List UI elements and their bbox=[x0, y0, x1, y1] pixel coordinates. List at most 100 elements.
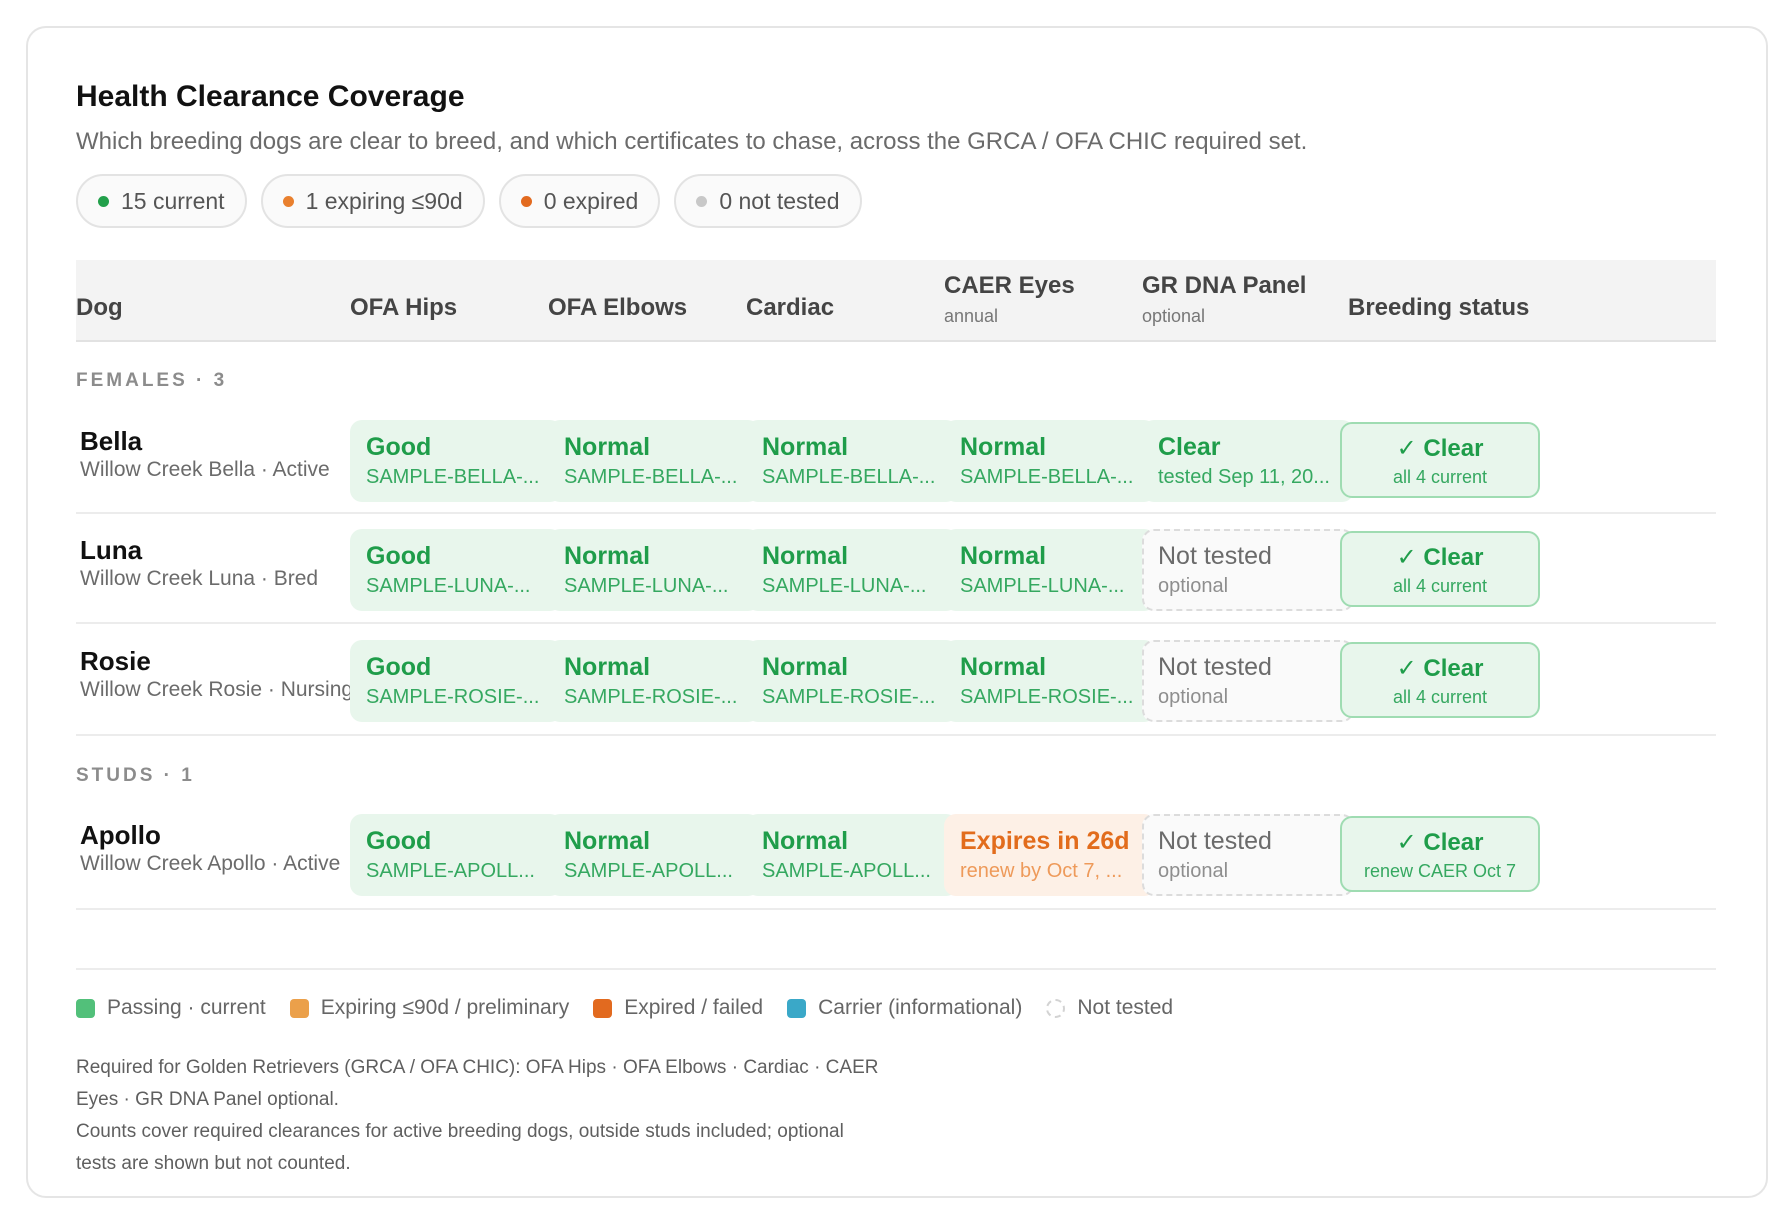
dog-name[interactable]: Apollo bbox=[80, 820, 161, 850]
breeding-status-label: ✓ Clear bbox=[1396, 544, 1484, 571]
clearance-result: Normal bbox=[762, 542, 849, 570]
table-row[interactable]: Bella Willow Creek Bella · Active Good SA… bbox=[76, 420, 1716, 538]
legend-item-expired: Expired / failed bbox=[593, 996, 763, 1020]
table-header: Dog OFA Hips OFA Elbows Cardiac CAER Eye… bbox=[76, 260, 1716, 342]
column-header-dna[interactable]: GR DNA Panel bbox=[1142, 272, 1307, 299]
clearance-result: Not tested bbox=[1158, 653, 1272, 681]
breeding-status-detail: all 4 current bbox=[1392, 576, 1488, 596]
clearance-result: Clear bbox=[1158, 433, 1221, 461]
table-row[interactable]: Apollo Willow Creek Apollo · Active Good… bbox=[76, 814, 1716, 910]
legend-item-expiring: Expiring ≤90d / preliminary bbox=[289, 996, 570, 1020]
clearance-result: Normal bbox=[762, 653, 849, 681]
clearance-renew-date: renew by Oct 7, ... bbox=[960, 860, 1123, 882]
clearance-cert-number: SAMPLE-BELLA-... bbox=[564, 466, 738, 488]
note-line: tests are shown but not counted. bbox=[76, 1153, 351, 1174]
clearance-result: Good bbox=[366, 542, 432, 570]
clearance-cell-eyes[interactable]: Normal SAMPLE-BELLA-... bbox=[944, 420, 1156, 502]
clearance-result: Normal bbox=[564, 653, 651, 681]
clearance-cell-eyes[interactable]: Expires in 26d renew by Oct 7, ... bbox=[944, 814, 1156, 896]
clearance-cell-cardiac[interactable]: Normal SAMPLE-ROSIE-... bbox=[746, 640, 958, 722]
clearance-cell-elbows[interactable]: Normal SAMPLE-BELLA-... bbox=[548, 420, 760, 502]
summary-pill-label: 1 expiring ≤90d bbox=[305, 187, 463, 214]
breeding-status-label: ✓ Clear bbox=[1396, 829, 1484, 856]
summary-pill-expiring[interactable]: 1 expiring ≤90d bbox=[260, 174, 485, 228]
column-header-cardiac[interactable]: Cardiac bbox=[746, 294, 835, 321]
table-row[interactable]: Luna Willow Creek Luna · Bred Good SAMPLE… bbox=[76, 529, 1716, 625]
clearance-cell-hips[interactable]: Good SAMPLE-LUNA-... bbox=[350, 529, 562, 611]
summary-pill-label: 15 current bbox=[121, 187, 225, 214]
summary-pill-expired[interactable]: 0 expired bbox=[498, 174, 661, 228]
clearance-cell-eyes[interactable]: Normal SAMPLE-LUNA-... bbox=[944, 529, 1156, 611]
clearance-cert-number: SAMPLE-BELLA-... bbox=[366, 466, 540, 488]
column-header-dog[interactable]: Dog bbox=[76, 294, 123, 321]
dog-name[interactable]: Luna bbox=[80, 535, 143, 565]
page-subtitle: Which breeding dogs are clear to breed, … bbox=[76, 128, 1308, 155]
clearance-result: Not tested bbox=[1158, 827, 1272, 855]
clearance-result: Normal bbox=[762, 433, 849, 461]
clearance-cell-dna[interactable]: Clear tested Sep 11, 20... bbox=[1142, 420, 1354, 502]
breeding-status-detail: all 4 current bbox=[1392, 687, 1488, 707]
clearance-cell-eyes[interactable]: Normal SAMPLE-ROSIE-... bbox=[944, 640, 1156, 722]
breeding-status-badge[interactable]: ✓ Clear all 4 current bbox=[1340, 531, 1540, 607]
clearance-result: Expires in 26d bbox=[960, 827, 1130, 855]
table-row[interactable]: Rosie Willow Creek Rosie · Nursing Good S… bbox=[76, 640, 1716, 736]
dog-registered-name: Willow Creek Apollo · Active bbox=[80, 852, 341, 875]
summary-pill-not-tested[interactable]: 0 not tested bbox=[674, 174, 862, 228]
legend-item-passing: Passing · current bbox=[76, 996, 266, 1020]
clearance-note: optional bbox=[1158, 686, 1229, 708]
breeding-status-label: ✓ Clear bbox=[1396, 655, 1484, 682]
column-header-status[interactable]: Breeding status bbox=[1348, 294, 1530, 321]
dog-name[interactable]: Rosie bbox=[80, 646, 151, 676]
health-clearance-card: Health Clearance Coverage Which breeding… bbox=[26, 26, 1768, 1198]
clearance-result: Normal bbox=[762, 827, 849, 855]
clearance-cert-number: SAMPLE-APOLL... bbox=[366, 860, 535, 882]
column-header-dna-note: optional bbox=[1142, 306, 1206, 326]
note-line: Counts cover required clearances for act… bbox=[76, 1121, 844, 1142]
clearance-cert-number: SAMPLE-LUNA-... bbox=[960, 575, 1125, 597]
column-header-hips[interactable]: OFA Hips bbox=[350, 294, 458, 321]
clearance-cert-number: SAMPLE-APOLL... bbox=[564, 860, 733, 882]
expiring-dot-icon bbox=[282, 195, 294, 207]
dog-registered-name: Willow Creek Luna · Bred bbox=[80, 567, 319, 590]
summary-pill-label: 0 not tested bbox=[719, 187, 840, 214]
column-header-elbows[interactable]: OFA Elbows bbox=[548, 294, 688, 321]
column-header-eyes-note: annual bbox=[944, 306, 999, 326]
clearance-cert-number: SAMPLE-ROSIE-... bbox=[960, 686, 1134, 708]
clearance-cell-dna[interactable]: Not tested optional bbox=[1142, 814, 1354, 896]
clearance-cell-dna[interactable]: Not tested optional bbox=[1142, 529, 1354, 611]
column-header-eyes[interactable]: CAER Eyes bbox=[944, 272, 1075, 299]
summary-pill-current[interactable]: 15 current bbox=[76, 174, 247, 228]
clearance-cert-number: SAMPLE-APOLL... bbox=[762, 860, 931, 882]
breeding-status-badge[interactable]: ✓ Clear all 4 current bbox=[1340, 642, 1540, 718]
clearance-cell-cardiac[interactable]: Normal SAMPLE-LUNA-... bbox=[746, 529, 958, 611]
breeding-status-badge[interactable]: ✓ Clear all 4 current bbox=[1340, 422, 1540, 498]
dog-name[interactable]: Bella bbox=[80, 426, 143, 456]
clearance-result: Normal bbox=[960, 653, 1047, 681]
expired-swatch-icon bbox=[593, 998, 613, 1018]
page-title: Health Clearance Coverage bbox=[76, 80, 465, 113]
clearance-cell-hips[interactable]: Good SAMPLE-APOLL... bbox=[350, 814, 562, 896]
summary-pill-label: 0 expired bbox=[543, 187, 639, 214]
legend-label: Expiring ≤90d / preliminary bbox=[320, 996, 570, 1019]
clearance-result: Normal bbox=[960, 433, 1047, 461]
clearance-cell-cardiac[interactable]: Normal SAMPLE-BELLA-... bbox=[746, 420, 958, 502]
breeding-status-detail: renew CAER Oct 7 bbox=[1363, 861, 1517, 881]
clearance-cell-elbows[interactable]: Normal SAMPLE-ROSIE-... bbox=[548, 640, 760, 722]
clearance-result: Normal bbox=[564, 827, 651, 855]
clearance-cell-dna[interactable]: Not tested optional bbox=[1142, 640, 1354, 722]
current-dot-icon bbox=[98, 195, 109, 207]
clearance-cell-hips[interactable]: Good SAMPLE-ROSIE-... bbox=[350, 640, 562, 722]
clearance-cell-elbows[interactable]: Normal SAMPLE-APOLL... bbox=[548, 814, 760, 896]
clearance-cert-number: SAMPLE-ROSIE-... bbox=[762, 686, 936, 708]
clearance-cell-elbows[interactable]: Normal SAMPLE-LUNA-... bbox=[548, 529, 760, 611]
expiring-swatch-icon bbox=[289, 998, 309, 1018]
clearance-result: Good bbox=[366, 827, 432, 855]
legend-divider bbox=[76, 968, 1716, 970]
clearance-cert-number: SAMPLE-LUNA-... bbox=[762, 575, 927, 597]
row-divider bbox=[76, 734, 1716, 736]
clearance-cert-number: SAMPLE-ROSIE-... bbox=[564, 686, 738, 708]
clearance-cell-cardiac[interactable]: Normal SAMPLE-APOLL... bbox=[746, 814, 958, 896]
carrier-swatch-icon bbox=[787, 998, 807, 1018]
breeding-status-badge[interactable]: ✓ Clear renew CAER Oct 7 bbox=[1340, 816, 1540, 892]
clearance-cell-hips[interactable]: Good SAMPLE-BELLA-... bbox=[350, 420, 562, 502]
